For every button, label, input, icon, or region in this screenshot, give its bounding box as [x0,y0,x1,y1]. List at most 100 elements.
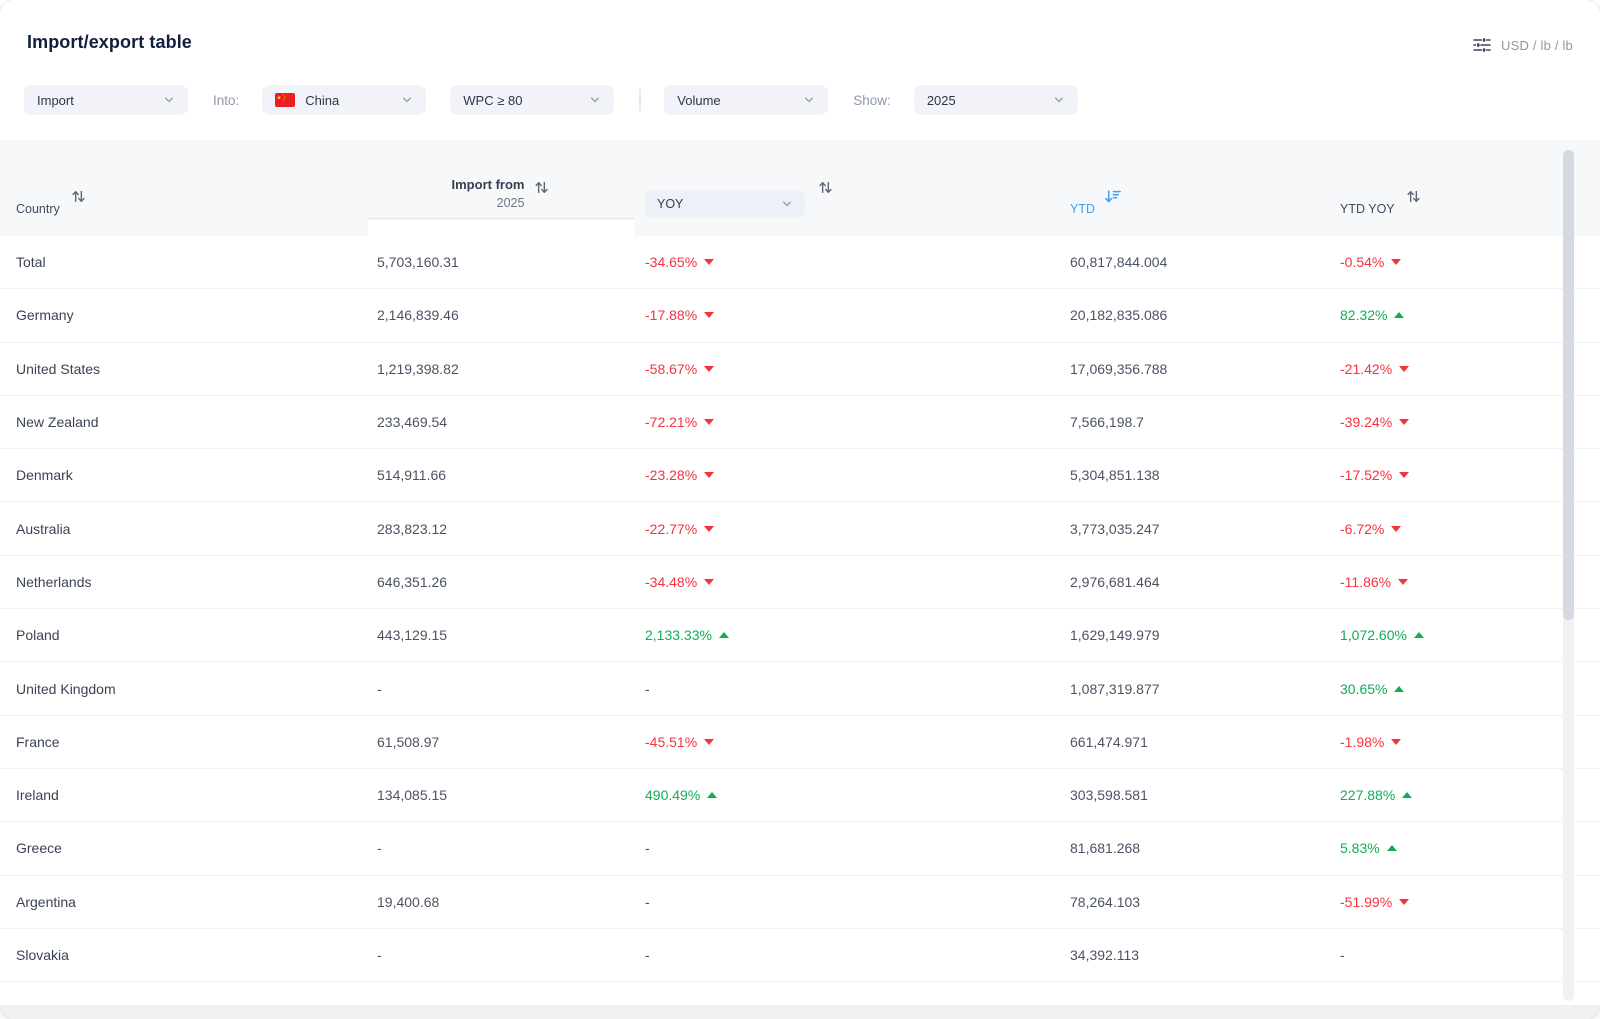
import-value-cell: 443,129.15 [377,627,448,644]
table-row[interactable]: Poland 443,129.15 2,133.33% 1,629,149.97… [0,609,1600,663]
table-row[interactable]: Australia 283,823.12 -22.77% 3,773,035.2… [0,502,1600,556]
direction-select[interactable]: Import [24,85,188,115]
sort-icon[interactable] [70,188,87,205]
chevron-down-icon [163,94,175,106]
ytd-yoy-cell: -51.99% [1324,876,1600,928]
country-cell: United States [16,360,101,377]
units-label: USD / lb / lb [1501,37,1573,53]
ytd-cell: 3,773,035.247 [1070,520,1160,537]
yoy-cell: -45.51% [629,716,1054,768]
chevron-down-icon [781,198,793,210]
column-header-ytd-yoy[interactable]: YTD YOY [1324,140,1600,236]
sort-icon[interactable] [533,179,550,196]
ytd-yoy-cell: 227.88% [1324,769,1600,821]
direction-value: Import [37,92,74,108]
triangle-down-icon [1391,525,1402,532]
country-cell: Total [16,254,46,271]
ytd-cell: 2,976,681.464 [1070,573,1160,590]
country-cell: Poland [16,627,60,644]
table-row[interactable]: United States 1,219,398.82 -58.67% 17,06… [0,343,1600,396]
ytd-cell: 81,681.268 [1070,840,1141,857]
table-row[interactable]: Netherlands 646,351.26 -34.48% 2,976,681… [0,556,1600,610]
column-header-ytd[interactable]: YTD [1054,140,1324,236]
country-select[interactable]: China [262,85,427,115]
ytd-cell: 78,264.103 [1070,893,1141,910]
yoy-metric-select[interactable]: YOY [645,190,805,218]
country-cell: Argentina [16,893,76,910]
country-cell: Australia [16,520,71,537]
table-row[interactable]: Germany 2,146,839.46 -17.88% 20,182,835.… [0,289,1600,343]
triangle-down-icon [704,419,715,426]
horizontal-scrollbar[interactable] [0,1005,1600,1019]
sort-icon[interactable] [817,179,834,196]
triangle-down-icon [704,472,715,479]
import-value-cell: - [377,947,382,963]
column-header-import-from[interactable]: Import from 2025 [361,140,634,236]
chevron-down-icon [401,94,413,106]
table-row[interactable]: Slovakia - - 34,392.113 - [0,929,1600,983]
table-row[interactable]: New Zealand 233,469.54 -72.21% 7,566,198… [0,396,1600,450]
table-row[interactable]: Argentina 19,400.68 - 78,264.103 -51.99% [0,876,1600,929]
ytd-yoy-cell: 30.65% [1324,662,1600,714]
ytd-cell: 20,182,835.086 [1070,307,1168,324]
ytd-yoy-cell: - [1340,947,1345,963]
import-from-column-highlight [368,220,634,236]
triangle-down-icon [1391,259,1402,266]
ytd-cell: 60,817,844.004 [1070,254,1168,271]
triangle-down-icon [1399,419,1410,426]
filter-separator [639,89,642,111]
yoy-cell: - [645,680,650,697]
table-header: Country Import from 2025 YOY [0,140,1600,236]
import-value-cell: 134,085.15 [377,787,448,804]
triangle-up-icon [718,632,729,639]
country-cell: Slovakia [16,947,69,963]
sort-icon[interactable] [1405,188,1422,205]
chevron-down-icon [803,94,815,106]
table-row[interactable]: Ireland 134,085.15 490.49% 303,598.581 2… [0,769,1600,823]
table-row[interactable]: Greece - - 81,681.268 5.83% [0,822,1600,876]
triangle-down-icon [704,738,715,745]
product-select[interactable]: WPC ≥ 80 [450,85,615,115]
ytd-yoy-cell: -6.72% [1324,502,1600,554]
units-settings-control[interactable]: USD / lb / lb [1473,37,1573,53]
filter-bar: Import Into: China [24,85,1078,115]
year-value: 2025 [926,92,956,108]
ytd-yoy-cell: 1,072.60% [1324,609,1600,661]
yoy-cell: - [645,840,650,857]
table-row[interactable]: France 61,508.97 -45.51% 661,474.971 -1.… [0,716,1600,769]
yoy-column-label: YOY [657,197,684,211]
into-label: Into: [213,92,240,108]
triangle-down-icon [704,578,715,585]
show-label: Show: [853,92,891,108]
ytd-cell: 1,087,319.877 [1070,680,1160,697]
ytd-yoy-cell: -1.98% [1324,716,1600,768]
measure-select[interactable]: Volume [664,85,829,115]
import-value-cell: 5,703,160.31 [377,254,459,271]
ytd-yoy-cell: -0.54% [1324,236,1600,288]
yoy-cell: - [645,947,650,963]
yoy-cell: -23.28% [629,449,1054,501]
ytd-cell: 5,304,851.138 [1070,467,1160,484]
table-row[interactable]: Denmark 514,911.66 -23.28% 5,304,851.138… [0,449,1600,503]
country-cell: New Zealand [16,414,99,431]
yoy-cell: 2,133.33% [629,609,1054,661]
ytd-yoy-cell: 82.32% [1324,289,1600,341]
sort-descending-icon[interactable] [1103,188,1122,205]
column-header-country[interactable]: Country [0,140,361,236]
country-cell: Greece [16,840,62,857]
yoy-cell: - [645,893,650,910]
triangle-down-icon [704,312,715,319]
table-row[interactable]: United Kingdom - - 1,087,319.877 30.65% [0,662,1600,716]
ytd-cell: 661,474.971 [1070,733,1148,750]
import-value-cell: 19,400.68 [377,893,440,910]
china-flag-icon [275,93,296,107]
vertical-scrollbar-thumb[interactable] [1563,150,1574,620]
table-row[interactable]: Total 5,703,160.31 -34.65% 60,817,844.00… [0,236,1600,290]
ytd-yoy-cell: -11.86% [1324,556,1600,608]
triangle-up-icon [1394,312,1405,319]
year-select[interactable]: 2025 [913,85,1078,115]
yoy-cell: -22.77% [629,502,1054,554]
country-cell: Netherlands [16,573,92,590]
triangle-down-icon [704,259,715,266]
import-from-label: Import from [451,177,525,192]
